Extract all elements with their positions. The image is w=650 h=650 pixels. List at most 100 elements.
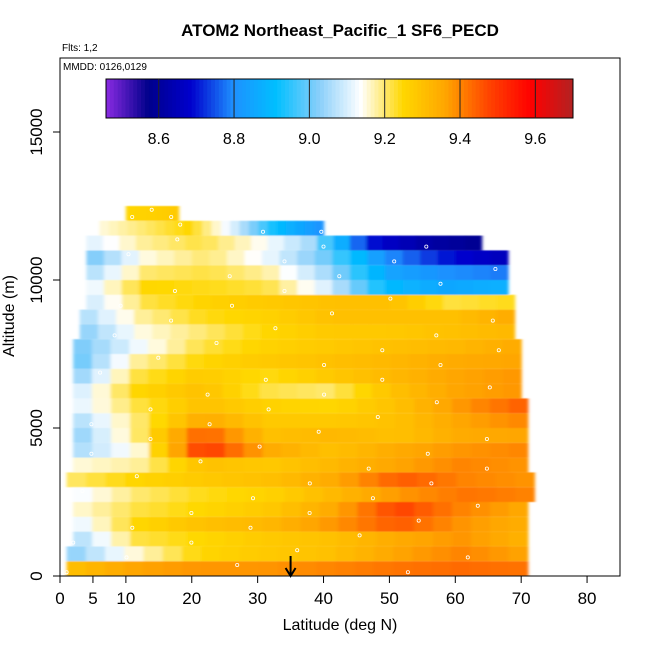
heatmap-cell xyxy=(183,472,204,488)
heatmap-cell xyxy=(148,442,169,458)
heatmap-cell xyxy=(116,324,135,340)
heatmap-cell xyxy=(371,294,391,310)
heatmap-cell xyxy=(220,561,241,576)
heatmap-cell xyxy=(279,265,298,280)
heatmap-cell xyxy=(121,250,140,266)
heatmap-cell xyxy=(470,398,491,414)
colorbar-swatch xyxy=(549,79,555,118)
colorbar-swatch xyxy=(355,79,360,118)
heatmap-cell xyxy=(244,250,263,266)
heatmap-cell xyxy=(169,206,173,221)
colorbar: 8.6 8.8 9.0 9.2 9.4 9.6 xyxy=(105,78,574,148)
heatmap-cell xyxy=(105,546,125,562)
colorbar-swatch xyxy=(261,79,267,118)
heatmap-cell xyxy=(183,220,194,236)
heatmap-cell xyxy=(111,516,131,532)
colorbar-swatch xyxy=(467,79,473,118)
heatmap-cell xyxy=(86,250,105,266)
heatmap-cell xyxy=(111,428,131,443)
heatmap-cell xyxy=(148,428,169,443)
observation-point xyxy=(493,266,498,271)
colorbar-swatch xyxy=(460,79,465,118)
observation-point xyxy=(484,466,489,471)
heatmap-cell xyxy=(502,339,522,354)
heatmap-cell xyxy=(508,561,529,576)
observation-point xyxy=(235,563,240,568)
heatmap-cell xyxy=(156,265,175,280)
heatmap-cell xyxy=(508,546,529,562)
heatmap-cell xyxy=(300,442,321,458)
heatmap-cell xyxy=(206,324,226,340)
heatmap-cell xyxy=(170,309,190,325)
heatmap-cell xyxy=(371,368,392,384)
heatmap-cell xyxy=(262,531,283,547)
y-tick-label: 0 xyxy=(27,571,46,580)
heatmap-cell xyxy=(335,546,356,562)
colorbar-swatch xyxy=(109,79,115,118)
observation-point xyxy=(380,377,385,382)
heatmap-cell xyxy=(424,324,443,340)
heatmap-cell xyxy=(222,368,242,384)
heatmap-cell xyxy=(147,339,168,354)
heatmap-cell xyxy=(332,250,351,266)
colorbar-swatch xyxy=(522,79,527,118)
heatmap-cell xyxy=(73,368,93,384)
colorbar-swatch xyxy=(191,79,197,118)
heatmap-cell xyxy=(130,428,150,443)
observation-point xyxy=(148,436,153,441)
heatmap-cell xyxy=(130,531,150,547)
observation-point xyxy=(178,222,183,227)
heatmap-cell xyxy=(103,250,123,266)
heatmap-cell xyxy=(319,442,339,458)
y-axis-label: Altitude (m) xyxy=(1,275,18,357)
observation-point xyxy=(370,496,375,501)
observation-point xyxy=(321,244,326,249)
heatmap-cell xyxy=(351,309,371,325)
heatmap-cell xyxy=(427,383,448,399)
colorbar-swatch xyxy=(358,79,364,118)
heatmap-cell xyxy=(385,250,404,266)
heatmap-cell xyxy=(147,206,151,221)
colorbar-swatch xyxy=(273,79,278,118)
observation-point xyxy=(266,407,271,412)
heatmap-cell xyxy=(420,280,439,295)
colorbar-swatch xyxy=(269,79,274,118)
heatmap-cell xyxy=(414,502,434,517)
heatmap-cell xyxy=(319,502,339,517)
heatmap-cell xyxy=(385,280,404,295)
heatmap-cell xyxy=(166,339,186,354)
heatmap-cell xyxy=(353,339,373,354)
colorbar-swatch xyxy=(234,79,239,118)
heatmap-cell xyxy=(472,280,492,295)
heatmap-cell xyxy=(338,442,358,458)
heatmap-cell xyxy=(489,561,510,576)
colorbar-swatch xyxy=(401,79,407,118)
heatmap-cell xyxy=(390,368,410,384)
heatmap-cell xyxy=(297,561,317,576)
heatmap-cell xyxy=(371,339,392,354)
heatmap-cell xyxy=(218,235,236,251)
heatmap-cell xyxy=(470,413,491,428)
heatmap-cell xyxy=(353,383,373,399)
heatmap-cell xyxy=(281,531,302,547)
heatmap-cell xyxy=(136,206,140,221)
heatmap-cell xyxy=(243,413,264,428)
heatmap-cell xyxy=(108,220,119,236)
heatmap-cell xyxy=(414,398,434,414)
heatmap-cell xyxy=(339,472,360,488)
heatmap-cell xyxy=(224,398,245,414)
heatmap-cell xyxy=(489,546,510,562)
heatmap-cell xyxy=(164,472,185,488)
heatmap-cell xyxy=(284,235,302,251)
heatmap-cell xyxy=(353,354,373,369)
heatmap-cell xyxy=(222,383,242,399)
colorbar-swatch xyxy=(253,79,259,118)
heatmap-cell xyxy=(297,265,316,280)
observation-point xyxy=(89,422,94,427)
heatmap-cell xyxy=(205,502,226,517)
heatmap-cell xyxy=(239,546,260,562)
heatmap-cell xyxy=(357,502,377,517)
observation-point xyxy=(250,496,255,501)
colorbar-swatch xyxy=(320,79,325,118)
heatmap-cell xyxy=(316,235,335,251)
